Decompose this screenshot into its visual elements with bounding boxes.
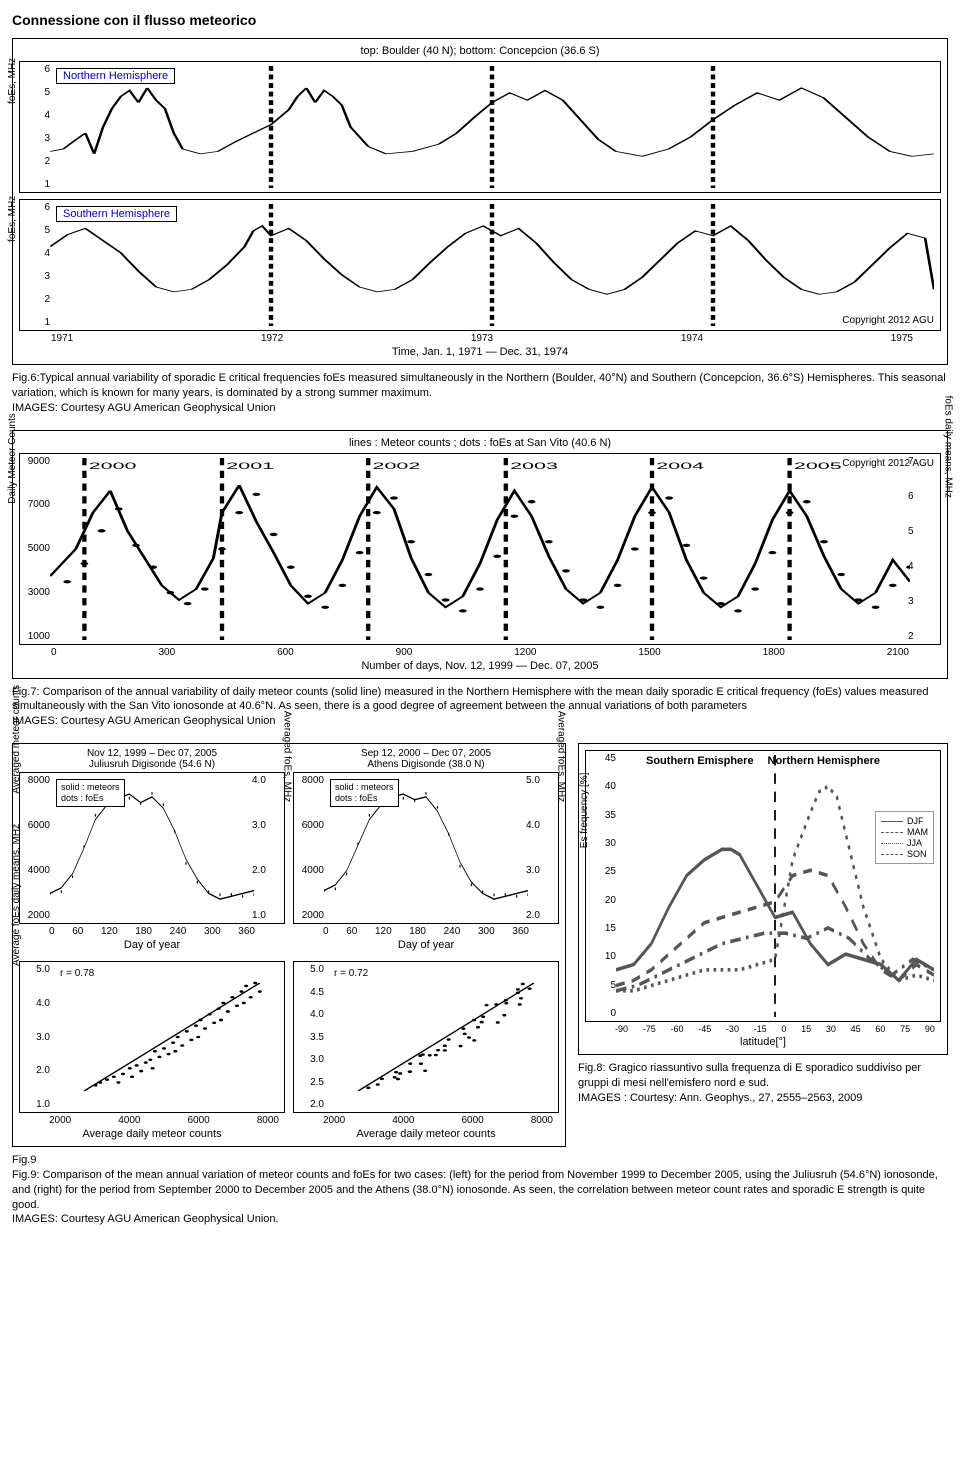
fig9-legend-tr: solid : meteorsdots : foEs xyxy=(330,779,399,807)
fig7-xaxis: 03006009001200150018002100 xyxy=(19,647,941,658)
fig9-title-tl: Nov 12, 1999 – Dec 07, 2005Juliusruh Dig… xyxy=(19,748,285,770)
fig9-xlabel-bl: Average daily meteor counts xyxy=(19,1128,285,1140)
fig9-panel-br: r = 0.72 5.04.54.03.53.02.52.0 200040006… xyxy=(293,961,559,1144)
fig9-label: Fig.9 xyxy=(12,1154,36,1166)
fig9-yaxis-l-tr: 8000600040002000 xyxy=(296,773,326,923)
fig6-panel-label-south: Southern Hemisphere xyxy=(56,206,177,222)
fig9-title-tr: Sep 12, 2000 – Dec 07, 2005Athens Digiso… xyxy=(293,748,559,770)
fig8-hemi-north: Northern Hemisphere xyxy=(768,755,880,767)
fig9-plot-tr: solid : meteorsdots : foEs 8000600040002… xyxy=(293,772,559,924)
fig7-panel: Copyright 2012 AGU 90007000500030001000 … xyxy=(19,453,941,645)
fig9-yaxis-r-tr: 5.04.03.02.0 xyxy=(526,773,556,923)
fig9-yaxis-r-tl: 4.03.02.01.0 xyxy=(252,773,282,923)
fig8-fig9-row: Nov 12, 1999 – Dec 07, 2005Juliusruh Dig… xyxy=(12,743,948,1147)
fig7-yaxis-right: 765432 xyxy=(908,454,938,644)
fig9-plot-br: r = 0.72 5.04.54.03.53.02.52.0 xyxy=(293,961,559,1113)
fig7-copyright: Copyright 2012 AGU xyxy=(842,458,934,469)
fig9-xaxis-bl: 2000400060008000 xyxy=(19,1115,285,1126)
fig9-legend-tl: solid : meteorsdots : foEs xyxy=(56,779,125,807)
fig9-panel-tr: Sep 12, 2000 – Dec 07, 2005Athens Digiso… xyxy=(293,748,559,955)
fig6-yaxis-top: 654321 xyxy=(22,62,52,192)
fig6-panel-south: Southern Hemisphere Copyright 2012 AGU 6… xyxy=(19,199,941,331)
fig9-caption-block: Fig.9 Fig.9: Comparison of the mean annu… xyxy=(12,1153,948,1227)
svg-text:2004: 2004 xyxy=(656,461,704,471)
fig9-xaxis-tl: 060120180240300360 xyxy=(19,926,285,937)
fig9-r-bl: r = 0.78 xyxy=(60,968,94,979)
fig8-xaxis: -90-75-60-45-30-150153045607590 xyxy=(585,1024,941,1034)
fig8-panel: Southern Emisphere Northern Hemisphere D… xyxy=(585,750,941,1022)
fig8-xlabel: latitude[°] xyxy=(585,1036,941,1048)
fig9-xlabel-br: Average daily meteor counts xyxy=(293,1128,559,1140)
fig6-ylabel-bot: foEs, MHz xyxy=(7,196,18,242)
fig9-panel-tl: Nov 12, 1999 – Dec 07, 2005Juliusruh Dig… xyxy=(19,748,285,955)
figure-8: Es frequency [%] Southern Emisphere Nort… xyxy=(578,743,948,1106)
fig7-ylabel-right: foEs daily means, MHz xyxy=(942,395,953,497)
svg-text:2003: 2003 xyxy=(510,461,558,471)
fig6-panel-label-north: Northern Hemisphere xyxy=(56,68,175,84)
fig9-xlabel-tl: Day of year xyxy=(19,939,285,951)
fig8-hemi-south: Southern Emisphere xyxy=(646,755,754,767)
fig7-credit: IMAGES: Courtesy AGU American Geophysica… xyxy=(12,715,276,727)
svg-text:2005: 2005 xyxy=(794,461,842,471)
fig7-ylabel-left: Daily Meteor Counts xyxy=(7,413,18,504)
fig8-credit: IMAGES : Courtesy: Ann. Geophys., 27, 25… xyxy=(578,1092,862,1104)
section-heading: Connessione con il flusso meteorico xyxy=(12,12,948,28)
fig9-plot-bl: r = 0.78 5.04.03.02.01.0 xyxy=(19,961,285,1113)
fig9-xlabel-tr: Day of year xyxy=(293,939,559,951)
fig9-yaxis-br: 5.04.54.03.53.02.52.0 xyxy=(296,962,326,1112)
fig6-plot-bot xyxy=(50,204,934,326)
fig6-chart: top: Boulder (40 N); bottom: Concepcion … xyxy=(12,38,948,365)
fig6-xlabel: Time, Jan. 1, 1971 — Dec. 31, 1974 xyxy=(19,346,941,358)
fig8-legend: DJFMAMJJASON xyxy=(875,811,934,864)
fig7-yaxis-left: 90007000500030001000 xyxy=(22,454,52,644)
fig8-caption-text: Fig.8: Gragico riassuntivo sulla frequen… xyxy=(578,1062,921,1089)
fig9-yaxis-bl: 5.04.03.02.01.0 xyxy=(22,962,52,1112)
fig6-title: top: Boulder (40 N); bottom: Concepcion … xyxy=(19,45,941,57)
fig7-plot: 2000 2001 2002 2003 2004 2005 xyxy=(50,458,910,640)
fig6-credit: IMAGES: Courtesy AGU American Geophysica… xyxy=(12,402,276,414)
fig9-r-br: r = 0.72 xyxy=(334,968,368,979)
fig6-plot-top xyxy=(50,66,934,188)
figure-7: lines : Meteor counts ; dots : foEs at S… xyxy=(12,430,948,730)
fig6-yaxis-bot: 654321 xyxy=(22,200,52,330)
fig8-yaxis: 454035302520151050 xyxy=(588,751,618,1021)
fig8-plot xyxy=(616,755,934,1017)
fig9-yaxis-l-tl: 8000600040002000 xyxy=(22,773,52,923)
fig7-caption-text: Fig.7: Comparison of the annual variabil… xyxy=(12,686,929,713)
fig6-caption-text: Fig.6:Typical annual variability of spor… xyxy=(12,372,946,399)
fig7-xlabel: Number of days, Nov. 12, 1999 — Dec. 07,… xyxy=(19,660,941,672)
fig9-credit: IMAGES: Courtesy AGU American Geophysica… xyxy=(12,1213,279,1225)
fig6-copyright: Copyright 2012 AGU xyxy=(842,315,934,326)
fig9-chart: Nov 12, 1999 – Dec 07, 2005Juliusruh Dig… xyxy=(12,743,566,1147)
svg-text:2000: 2000 xyxy=(89,461,137,471)
fig8-caption: Fig.8: Gragico riassuntivo sulla frequen… xyxy=(578,1061,948,1106)
fig7-title: lines : Meteor counts ; dots : foEs at S… xyxy=(19,437,941,449)
fig6-panel-north: Northern Hemisphere 654321 xyxy=(19,61,941,193)
fig9-xaxis-br: 2000400060008000 xyxy=(293,1115,559,1126)
svg-text:2002: 2002 xyxy=(373,461,421,471)
fig6-ylabel-top: foEs, MHz xyxy=(7,58,18,104)
svg-text:2001: 2001 xyxy=(226,461,274,471)
fig7-chart: lines : Meteor counts ; dots : foEs at S… xyxy=(12,430,948,679)
fig9-panel-bl: Average foEs daily means, MHz r = 0.78 5… xyxy=(19,961,285,1144)
figure-6: top: Boulder (40 N); bottom: Concepcion … xyxy=(12,38,948,416)
fig7-caption: Fig.7: Comparison of the annual variabil… xyxy=(12,685,948,730)
fig9-xaxis-tr: 060120180240300360 xyxy=(293,926,559,937)
fig9-yl-bl: Average foEs daily means, MHz xyxy=(11,824,22,966)
fig9-plot-tl: solid : meteorsdots : foEs 8000600040002… xyxy=(19,772,285,924)
fig6-xaxis: 19711972197319741975 xyxy=(19,333,941,344)
fig6-caption: Fig.6:Typical annual variability of spor… xyxy=(12,371,948,416)
fig9-caption-text: Fig.9: Comparison of the mean annual var… xyxy=(12,1169,938,1211)
